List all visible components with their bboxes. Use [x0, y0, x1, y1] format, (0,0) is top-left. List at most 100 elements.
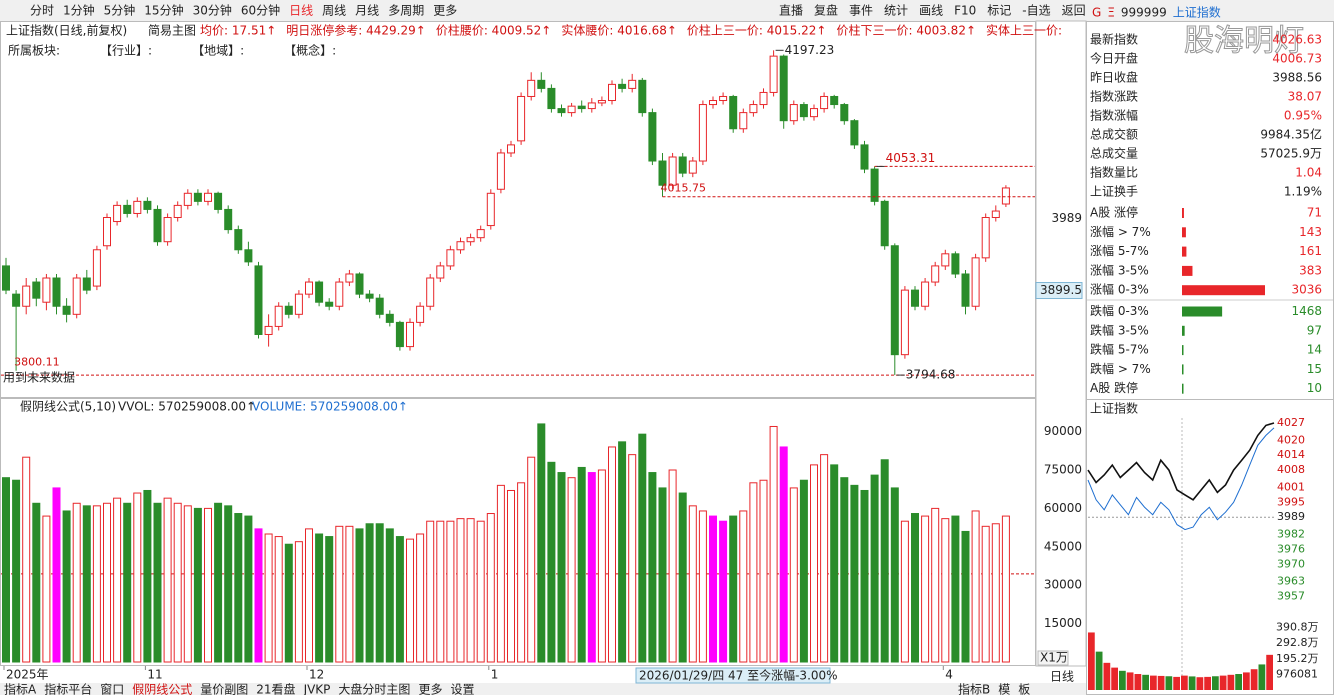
bottom-tab[interactable]: 指标A [4, 682, 37, 695]
candle-body [628, 79, 637, 89]
stat-label: 指数涨幅 [1090, 108, 1138, 123]
volume-bar [224, 505, 233, 663]
volume-bar [335, 525, 344, 663]
mini-vol-tick: 195.2万 [1276, 652, 1319, 665]
candle-body [638, 79, 647, 114]
mini-vol-tick: 292.8万 [1276, 636, 1319, 649]
bottom-tab[interactable]: 21看盘 [256, 682, 295, 695]
volume-bar [719, 520, 728, 663]
volume-bar [951, 515, 960, 663]
bottom-tab[interactable]: 指标B [958, 682, 990, 695]
mini-vol-bar [1095, 651, 1103, 690]
volume-bar [315, 533, 324, 663]
crosshair-date-box [635, 667, 831, 684]
bottom-tab[interactable]: 模 [998, 683, 1010, 695]
volume-bar [214, 502, 223, 663]
volume-bar [608, 446, 616, 663]
candle-body [597, 100, 606, 104]
volume-bar [527, 456, 536, 663]
toolbar-tab[interactable]: 更多 [433, 4, 457, 18]
toolbar-button[interactable]: F10 [954, 4, 976, 18]
candle-body [32, 281, 41, 299]
quote-header: G [1092, 6, 1101, 20]
indicator: 价柱腰价: 4009.52↑ [436, 23, 552, 38]
tab-bar [0, 683, 1086, 695]
toolbar-button[interactable]: 直播 [779, 4, 803, 18]
toolbar-button[interactable]: 返回 [1062, 4, 1086, 18]
toolbar-button[interactable]: -自选 [1022, 4, 1050, 18]
volume-bar [779, 446, 788, 663]
candle-body [82, 277, 91, 291]
y-tick-label: 45000 [1044, 539, 1082, 553]
bottom-tab[interactable]: 设置 [450, 683, 474, 695]
volume-bar [830, 464, 839, 663]
volume-bar [517, 482, 526, 663]
mini-vol-bar [1157, 675, 1165, 690]
bottom-tab[interactable]: JVKP [303, 683, 331, 695]
volume-bar [12, 479, 21, 663]
bottom-tab[interactable]: 量价副图 [200, 683, 248, 695]
indicator: 实体上三一价: [986, 23, 1062, 38]
candle-body [52, 277, 61, 307]
date-label: 12 [309, 668, 324, 682]
breadth-label: 跌幅 5-7% [1090, 342, 1149, 357]
toolbar-tab[interactable]: 多周期 [388, 4, 424, 18]
toolbar-button[interactable]: 画线 [919, 4, 943, 18]
sector-label: 所属板块: [8, 44, 60, 58]
volume-legend: VOLUME: 570259008.00↑ [252, 400, 408, 414]
volume-bar [244, 515, 253, 663]
volume-bar [729, 515, 738, 663]
volume-bar [496, 484, 505, 663]
volume-bar [264, 533, 273, 663]
toolbar-button[interactable]: 标记 [987, 4, 1011, 18]
toolbar-button[interactable]: 统计 [884, 4, 908, 18]
price-label: 3794.68 [906, 368, 956, 382]
toolbar-tab[interactable]: 日线 [289, 4, 313, 18]
volume-bar [1001, 515, 1010, 663]
candle-body [688, 160, 697, 174]
bottom-tab[interactable]: 假阴线公式 [132, 683, 192, 695]
stat-value: 0.95% [1284, 109, 1322, 123]
volume-bar [486, 513, 495, 663]
toolbar-tab[interactable]: 月线 [355, 4, 379, 18]
bottom-tab[interactable]: 更多 [418, 683, 442, 695]
toolbar-tab[interactable]: 5分钟 [104, 3, 136, 18]
chart-title: 上证指数(日线,前复权) [6, 23, 127, 38]
candle-body [799, 104, 808, 118]
candle-body [557, 108, 566, 114]
volume-bar [961, 530, 970, 663]
bottom-tab[interactable]: 大盘分时主图 [338, 682, 410, 695]
candle-body [880, 200, 889, 247]
sector-label: 【地域】: [192, 44, 244, 58]
toolbar-tab[interactable]: 周线 [322, 4, 346, 18]
volume-bar [931, 507, 940, 663]
volume-legend: VVOL: 570259008.00↑ [118, 400, 256, 414]
mini-tick-label: 4001 [1277, 480, 1305, 493]
bottom-tab[interactable]: 指标平台 [44, 682, 92, 695]
bottom-tab[interactable]: 板 [1018, 683, 1030, 695]
mini-vol-tick: 976081 [1276, 667, 1318, 680]
volume-bar [870, 474, 879, 663]
mini-vol-bar [1088, 632, 1095, 690]
toolbar-tab[interactable]: 30分钟 [193, 3, 232, 18]
toolbar-tab[interactable]: 1分钟 [63, 3, 95, 18]
toolbar-tab[interactable]: 60分钟 [241, 3, 280, 18]
mini-tick-label: 4008 [1277, 463, 1305, 476]
volume-bar [395, 536, 404, 663]
toolbar-tab[interactable]: 15分钟 [144, 3, 183, 18]
watermark: 股海明灯 [1184, 24, 1304, 59]
toolbar-button[interactable]: 事件 [849, 4, 873, 18]
axis-panel [1035, 20, 1087, 667]
candle-body [113, 204, 122, 223]
stat-value: 38.07 [1288, 90, 1322, 104]
candle-body [890, 245, 899, 356]
date-label: 2025年 [6, 668, 49, 682]
toolbar-button[interactable]: 复盘 [814, 3, 838, 18]
bottom-tab[interactable]: 窗口 [100, 683, 124, 695]
candle-body [2, 265, 10, 291]
volume-bar [820, 454, 829, 663]
candle-body [163, 217, 172, 243]
candle-body [709, 100, 717, 106]
toolbar-tab[interactable]: 分时 [30, 4, 54, 18]
candle-body [779, 55, 788, 122]
